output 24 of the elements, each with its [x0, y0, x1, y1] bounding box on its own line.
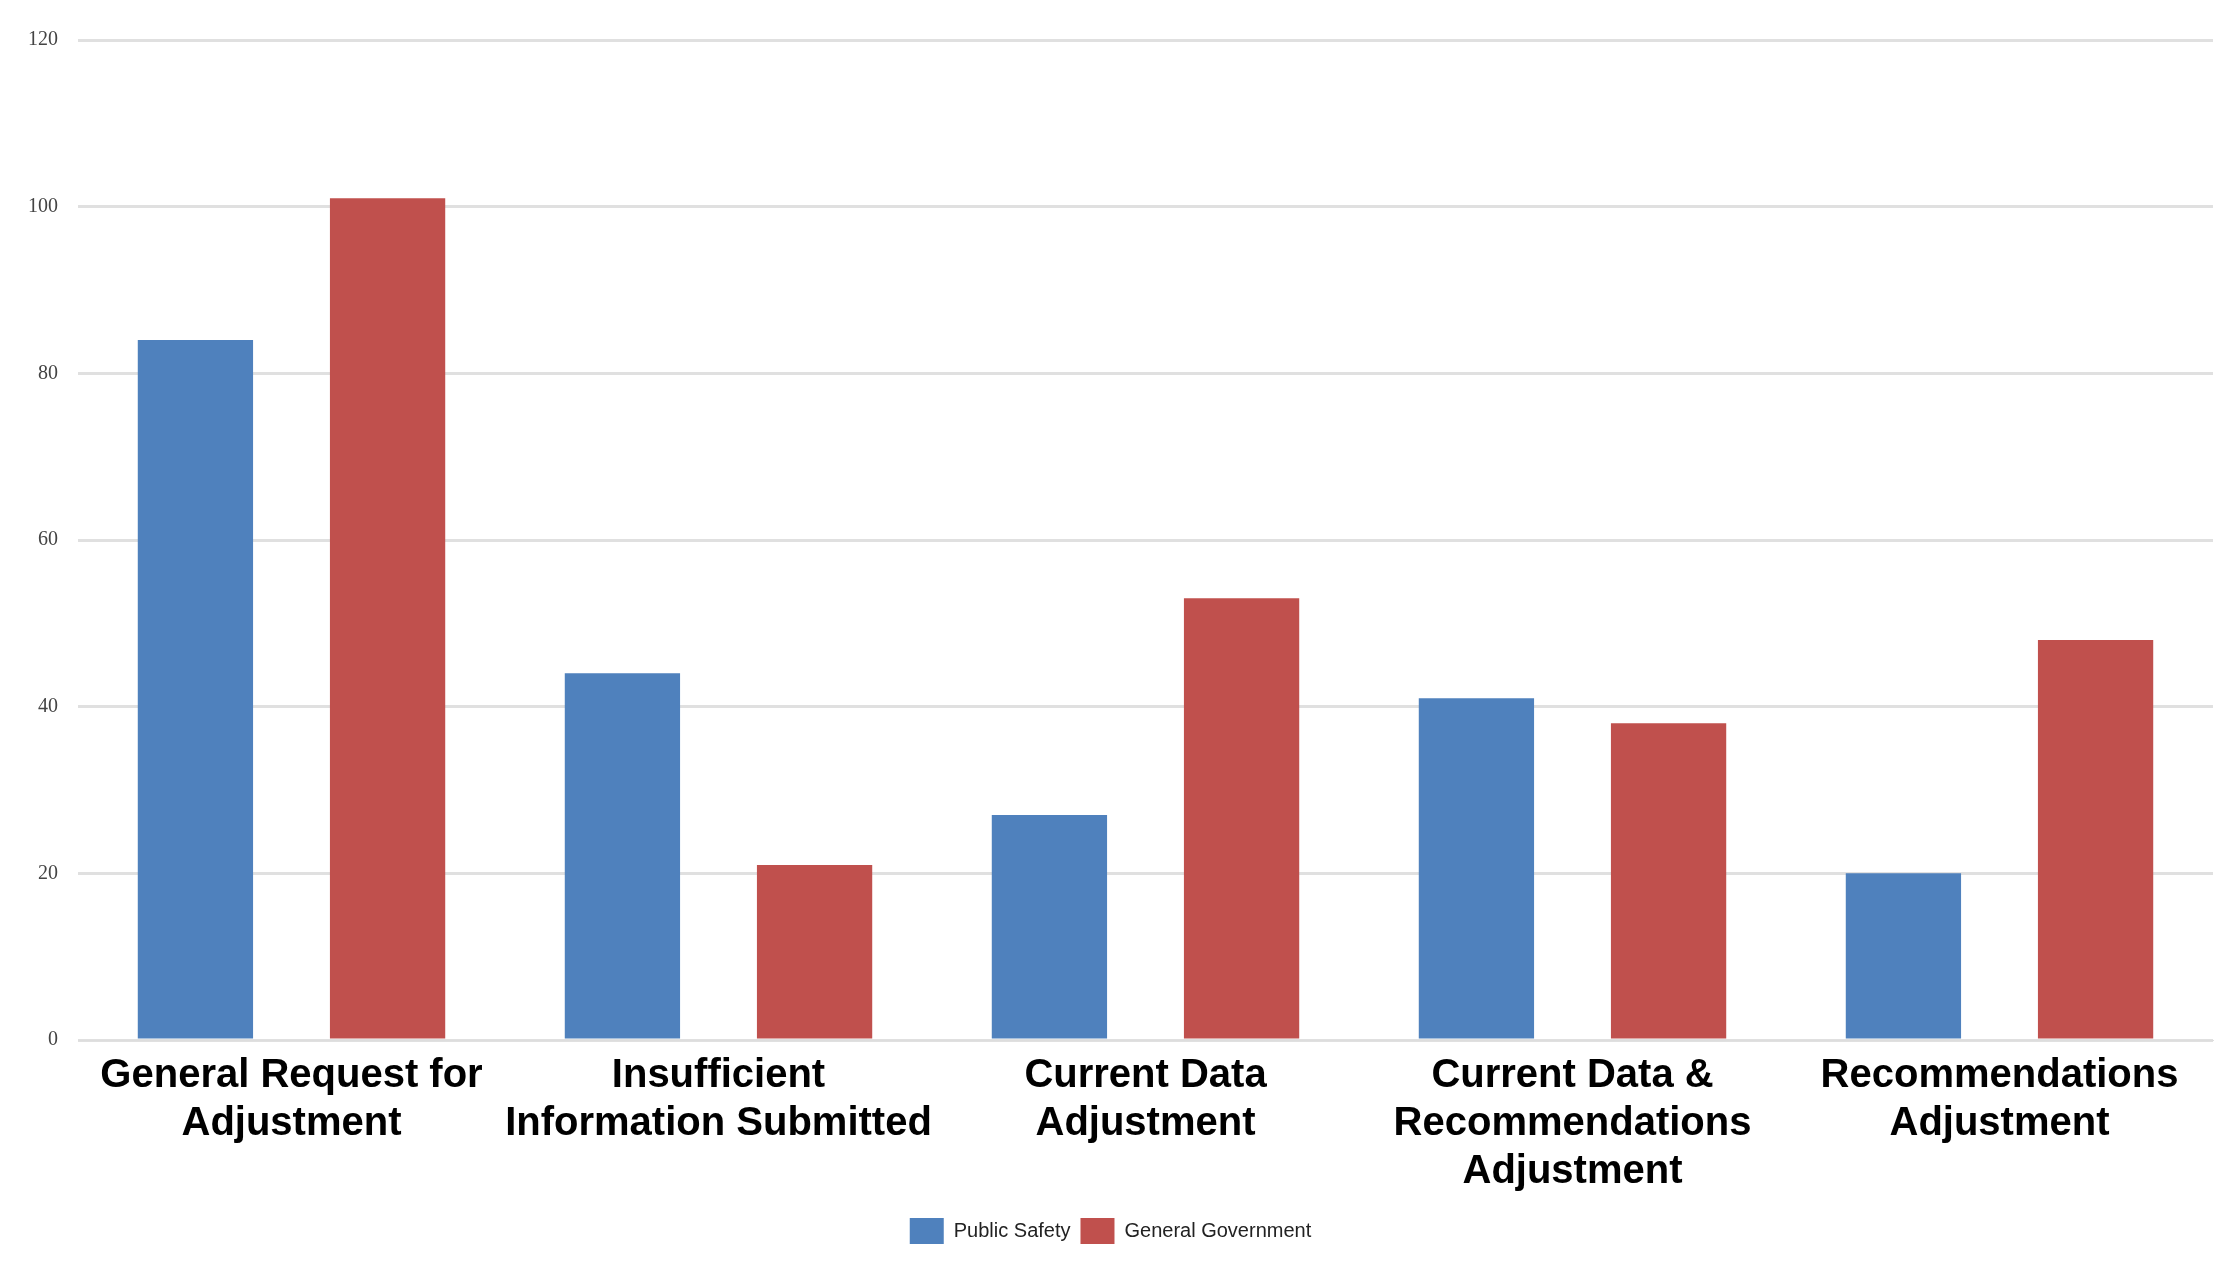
legend-label: General Government: [1124, 1218, 1312, 1241]
y-tick-label: 120: [28, 27, 58, 50]
x-tick-label: Insufficient Information Submitted: [505, 1051, 932, 1144]
y-tick-label: 0: [48, 1027, 58, 1050]
x-tick-label: General Request for Adjustment: [100, 1051, 483, 1144]
bar: [1183, 598, 1300, 1039]
x-tick-label: Current Data Adjustment: [1024, 1051, 1268, 1144]
y-tick-label: 100: [28, 193, 58, 216]
legend-label: Public Safety: [953, 1218, 1071, 1241]
y-tick-label: 80: [38, 360, 58, 383]
y-tick-label: 40: [38, 693, 58, 716]
bar: [564, 673, 681, 1039]
y-tick-label: 20: [38, 860, 58, 883]
y-tick-label: 60: [38, 527, 58, 550]
bar: [2037, 640, 2154, 1039]
x-tick-label: Recommendations Adjustment: [1820, 1051, 2179, 1144]
bar: [1610, 723, 1727, 1039]
bar: [329, 198, 446, 1039]
bar: [991, 815, 1108, 1039]
bar: [756, 865, 873, 1039]
bar: [137, 340, 254, 1039]
bar: [1845, 873, 1962, 1039]
bar: [1418, 698, 1535, 1039]
x-tick-label: Current Data & Recommendations Adjustment: [1393, 1051, 1752, 1192]
